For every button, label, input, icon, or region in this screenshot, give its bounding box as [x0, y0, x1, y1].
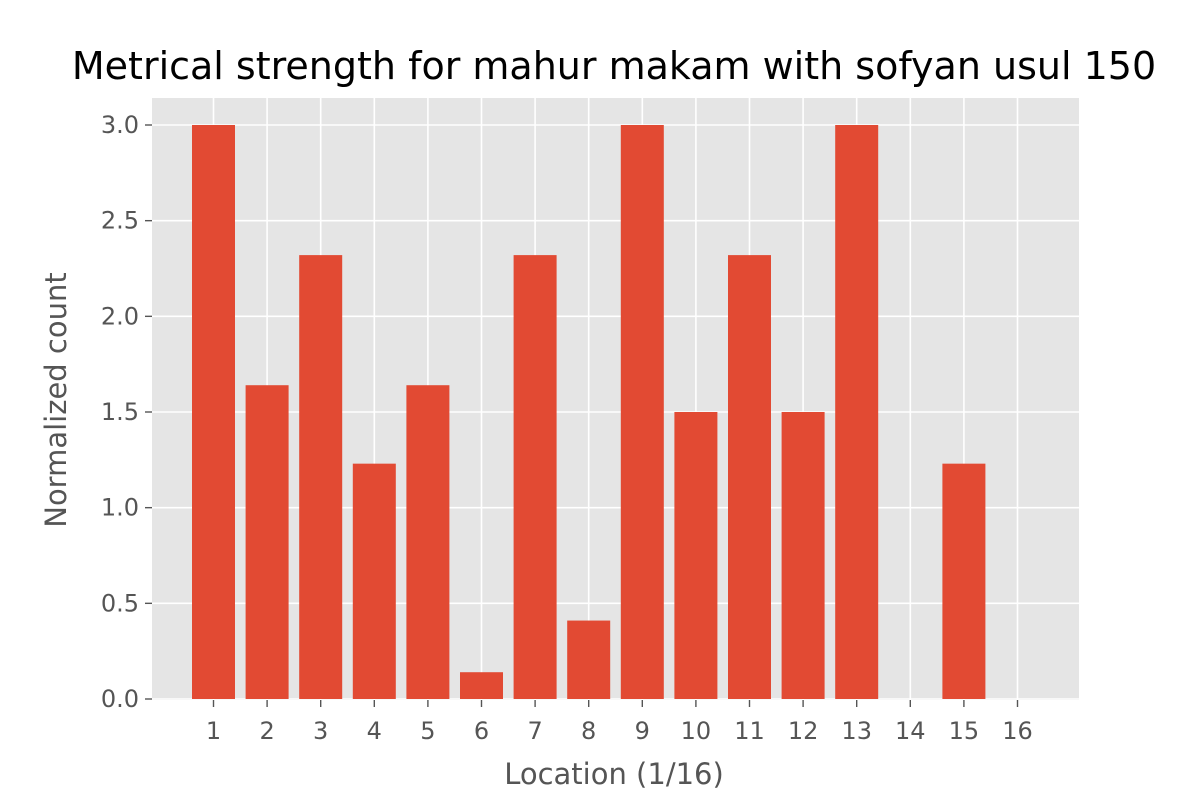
bar-4 — [352, 463, 396, 699]
y-tick-label: 3.0 — [101, 111, 139, 139]
bar-10 — [674, 412, 718, 699]
bar-8 — [567, 620, 611, 699]
bar-5 — [406, 385, 450, 699]
x-axis-label: Location (1/16) — [504, 757, 724, 791]
x-tick-label: 13 — [841, 717, 872, 745]
y-axis-label: Normalized count — [39, 272, 73, 528]
bar-7 — [513, 255, 557, 699]
x-tick-label: 4 — [367, 717, 382, 745]
bar-6 — [460, 672, 503, 699]
y-tick-label: 2.0 — [101, 302, 139, 330]
plot-area — [152, 98, 1079, 700]
x-tick-label: 12 — [788, 717, 819, 745]
bar-3 — [299, 255, 343, 699]
y-tick-label: 0.0 — [101, 685, 139, 713]
y-tick-label: 0.5 — [101, 589, 139, 617]
bar-9 — [620, 125, 664, 699]
x-tick-label: 2 — [259, 717, 274, 745]
bar-2 — [245, 385, 289, 699]
y-axis-ticks: 0.0 0.5 1.0 1.5 2.0 2.5 3.0 — [101, 111, 152, 713]
y-tick-label: 1.5 — [101, 398, 139, 426]
x-tick-label: 15 — [949, 717, 980, 745]
bar-12 — [781, 412, 825, 699]
x-tick-label: 8 — [581, 717, 596, 745]
chart-title: Metrical strength for mahur makam with s… — [72, 44, 1156, 88]
bar-15 — [942, 463, 986, 699]
x-tick-label: 9 — [635, 717, 650, 745]
x-tick-label: 6 — [474, 717, 489, 745]
x-tick-label: 1 — [206, 717, 221, 745]
x-tick-label: 10 — [681, 717, 712, 745]
x-tick-label: 3 — [313, 717, 328, 745]
bar-1 — [192, 125, 235, 699]
bar-11 — [728, 255, 771, 699]
bar-13 — [835, 125, 879, 699]
x-tick-label: 14 — [895, 717, 926, 745]
x-tick-label: 11 — [734, 717, 765, 745]
x-tick-label: 16 — [1002, 717, 1033, 745]
y-tick-label: 2.5 — [101, 207, 139, 235]
bars — [192, 125, 986, 699]
x-axis-ticks: 1 2 3 4 5 6 7 8 9 10 11 12 13 14 15 16 — [206, 700, 1033, 745]
x-tick-label: 5 — [420, 717, 435, 745]
y-tick-label: 1.0 — [101, 494, 139, 522]
x-tick-label: 7 — [527, 717, 542, 745]
